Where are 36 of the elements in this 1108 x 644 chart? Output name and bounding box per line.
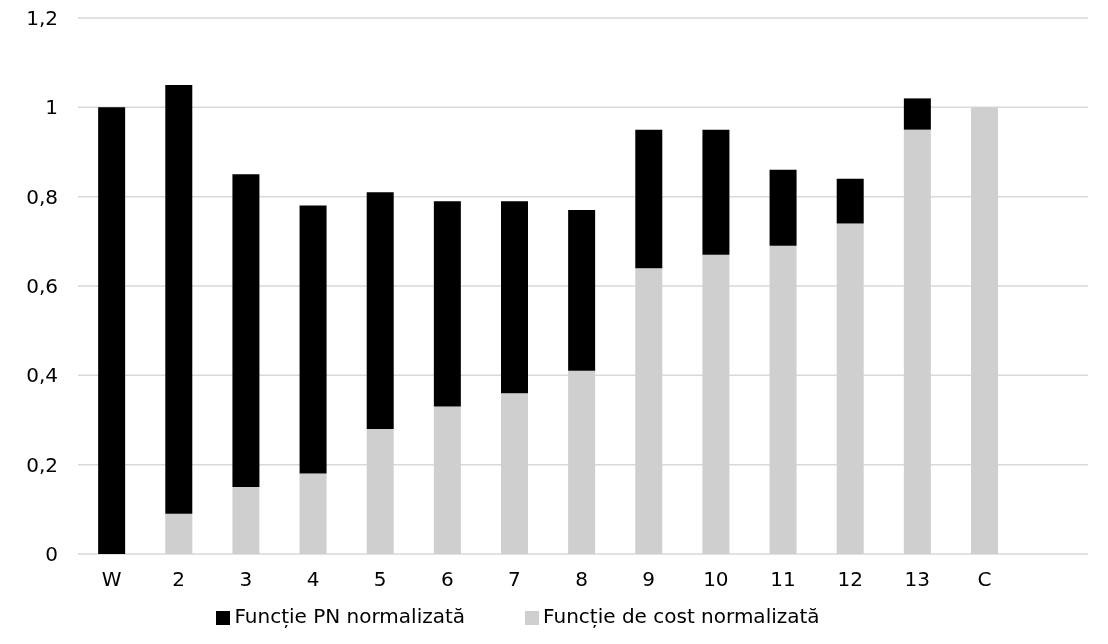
bar [299, 205, 327, 474]
bar [903, 98, 931, 130]
bar [501, 201, 528, 394]
bar [635, 129, 663, 269]
x-tick-label: 9 [642, 567, 656, 592]
x-tick-label: 12 [837, 567, 863, 592]
bar [702, 129, 730, 255]
y-tick-label: 0,8 [26, 184, 58, 209]
x-tick-label: 10 [703, 567, 729, 592]
x-tick-label: 5 [373, 567, 387, 592]
y-tick-label: 0,2 [26, 452, 58, 477]
x-tick-label: 11 [770, 567, 796, 592]
y-tick-label: 0,6 [26, 274, 58, 299]
x-tick-label: 3 [239, 567, 253, 592]
bar [232, 174, 260, 487]
legend-label: Funcție de cost normalizată [543, 604, 820, 628]
y-tick-label: 1 [45, 95, 58, 120]
x-tick-label: C [977, 567, 992, 592]
y-tick-label: 1,2 [26, 6, 58, 31]
bar [366, 192, 394, 429]
x-tick-label: 13 [904, 567, 931, 592]
bar [98, 107, 126, 554]
x-tick-label: 6 [440, 567, 454, 592]
y-tick-label: 0,4 [26, 363, 58, 388]
bar [433, 201, 461, 407]
x-tick-label: 2 [172, 567, 186, 592]
bar [836, 178, 864, 224]
x-tick-label: 4 [306, 567, 320, 592]
bar [769, 169, 797, 246]
bar [568, 210, 596, 371]
bar [165, 85, 193, 514]
x-tick-label: 8 [575, 567, 588, 592]
x-tick-label: 7 [508, 567, 521, 592]
x-tick-label: W [101, 567, 122, 592]
legend-label: Funcție PN normalizată [234, 604, 466, 628]
y-tick-label: 0 [45, 542, 58, 567]
